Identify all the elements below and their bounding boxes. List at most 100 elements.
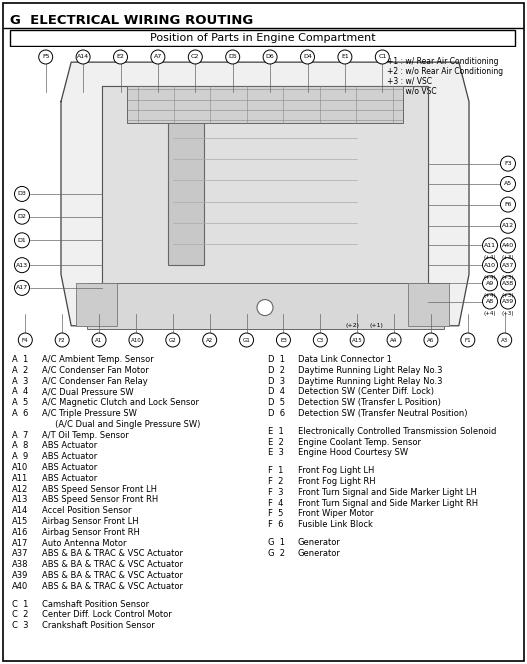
Text: D  4: D 4 (268, 387, 285, 396)
Circle shape (18, 333, 32, 347)
Text: (+4): (+4) (484, 293, 496, 298)
Text: G2: G2 (169, 337, 177, 343)
Text: A40: A40 (12, 582, 28, 591)
Circle shape (129, 333, 143, 347)
Text: A3: A3 (501, 337, 509, 343)
Text: A40: A40 (502, 243, 514, 248)
Text: A/C Ambient Temp. Sensor: A/C Ambient Temp. Sensor (42, 355, 154, 364)
Circle shape (501, 276, 515, 291)
Bar (10, 30, 515, 46)
Text: Engine Hood Courtesy SW: Engine Hood Courtesy SW (298, 448, 408, 457)
Text: ABS & BA & TRAC & VSC Actuator: ABS & BA & TRAC & VSC Actuator (42, 549, 183, 558)
Text: A/C Triple Pressure SW: A/C Triple Pressure SW (42, 409, 137, 418)
Bar (86, 284, 444, 329)
Circle shape (375, 50, 389, 64)
Circle shape (263, 50, 277, 64)
Text: A7: A7 (154, 54, 162, 60)
Polygon shape (61, 62, 469, 326)
Text: A4: A4 (391, 337, 398, 343)
Text: Front Fog Light RH: Front Fog Light RH (298, 477, 376, 486)
Text: Front Fog Light LH: Front Fog Light LH (298, 466, 374, 475)
Text: F  3: F 3 (268, 488, 284, 497)
Text: A  3: A 3 (12, 376, 28, 386)
Text: A10: A10 (131, 337, 141, 343)
Text: C1: C1 (378, 54, 386, 60)
Circle shape (15, 280, 30, 295)
Text: D4: D4 (303, 54, 312, 60)
Text: G1: G1 (243, 337, 250, 343)
Text: Daytime Running Light Relay No.3: Daytime Running Light Relay No.3 (298, 366, 443, 374)
Text: ABS Actuator: ABS Actuator (42, 452, 97, 461)
Bar (408, 284, 448, 326)
Text: A  8: A 8 (12, 442, 28, 450)
Text: A38: A38 (502, 281, 514, 286)
Text: C  2: C 2 (12, 610, 28, 620)
Text: A  4: A 4 (12, 387, 28, 396)
Text: A39: A39 (12, 571, 28, 580)
Text: ABS Speed Sensor Front LH: ABS Speed Sensor Front LH (42, 485, 157, 493)
Text: F  2: F 2 (268, 477, 284, 486)
Text: A6: A6 (427, 337, 435, 343)
Text: Center Diff. Lock Control Motor: Center Diff. Lock Control Motor (42, 610, 172, 620)
Text: F  4: F 4 (268, 499, 284, 508)
Text: Airbag Sensor Front RH: Airbag Sensor Front RH (42, 528, 140, 537)
Text: Generator: Generator (298, 549, 341, 558)
Text: A10: A10 (484, 263, 496, 268)
Text: ABS Actuator: ABS Actuator (42, 463, 97, 472)
Text: D6: D6 (266, 54, 275, 60)
Text: ABS & BA & TRAC & VSC Actuator: ABS & BA & TRAC & VSC Actuator (42, 571, 183, 580)
Circle shape (15, 258, 30, 273)
Text: Position of Parts in Engine Compartment: Position of Parts in Engine Compartment (150, 33, 376, 43)
Text: G  2: G 2 (268, 549, 285, 558)
Text: Electronically Controlled Transmission Solenoid: Electronically Controlled Transmission S… (298, 427, 496, 436)
Circle shape (166, 333, 180, 347)
Circle shape (226, 50, 240, 64)
Text: A37: A37 (502, 263, 514, 268)
Text: Fusible Link Block: Fusible Link Block (298, 520, 373, 529)
Text: A5: A5 (504, 181, 512, 187)
Text: F3: F3 (504, 161, 512, 166)
Text: F4: F4 (22, 337, 28, 343)
Text: D5: D5 (228, 54, 237, 60)
Text: F6: F6 (504, 202, 512, 207)
Text: (+3): (+3) (502, 255, 514, 260)
Polygon shape (102, 86, 428, 299)
Circle shape (15, 187, 30, 201)
Text: E  3: E 3 (268, 448, 284, 457)
Text: A2: A2 (206, 337, 213, 343)
Circle shape (501, 197, 515, 212)
Circle shape (350, 333, 364, 347)
Text: A11: A11 (484, 243, 496, 248)
Bar (128, 86, 403, 123)
Circle shape (257, 299, 273, 315)
Circle shape (461, 333, 475, 347)
Text: A17: A17 (16, 286, 28, 290)
Text: +1 : w/ Rear Air Conditioning: +1 : w/ Rear Air Conditioning (387, 57, 499, 66)
Circle shape (338, 50, 352, 64)
Text: Detection SW (Transfer Neutral Position): Detection SW (Transfer Neutral Position) (298, 409, 467, 418)
Text: D3: D3 (17, 191, 26, 197)
Text: D1: D1 (17, 238, 26, 243)
Bar (10, 47, 520, 350)
Text: E2: E2 (116, 54, 124, 60)
Circle shape (277, 333, 290, 347)
Text: +4 : w/o VSC: +4 : w/o VSC (387, 87, 437, 96)
Text: A17: A17 (12, 539, 28, 548)
Circle shape (300, 50, 315, 64)
Text: A  6: A 6 (12, 409, 28, 418)
Circle shape (483, 276, 497, 291)
Text: Generator: Generator (298, 538, 341, 547)
Text: A  9: A 9 (12, 452, 28, 461)
Text: A12: A12 (12, 485, 28, 493)
Text: A15: A15 (352, 337, 363, 343)
Text: D2: D2 (17, 214, 26, 219)
Text: A13: A13 (16, 263, 28, 268)
Circle shape (501, 258, 515, 273)
Text: F  5: F 5 (268, 509, 284, 519)
Text: ABS & BA & TRAC & VSC Actuator: ABS & BA & TRAC & VSC Actuator (42, 560, 183, 569)
Text: A13: A13 (12, 495, 28, 505)
Text: (+4): (+4) (484, 311, 496, 316)
Text: F2: F2 (59, 337, 65, 343)
Text: A39: A39 (502, 299, 514, 304)
Text: Data Link Connector 1: Data Link Connector 1 (298, 355, 392, 364)
